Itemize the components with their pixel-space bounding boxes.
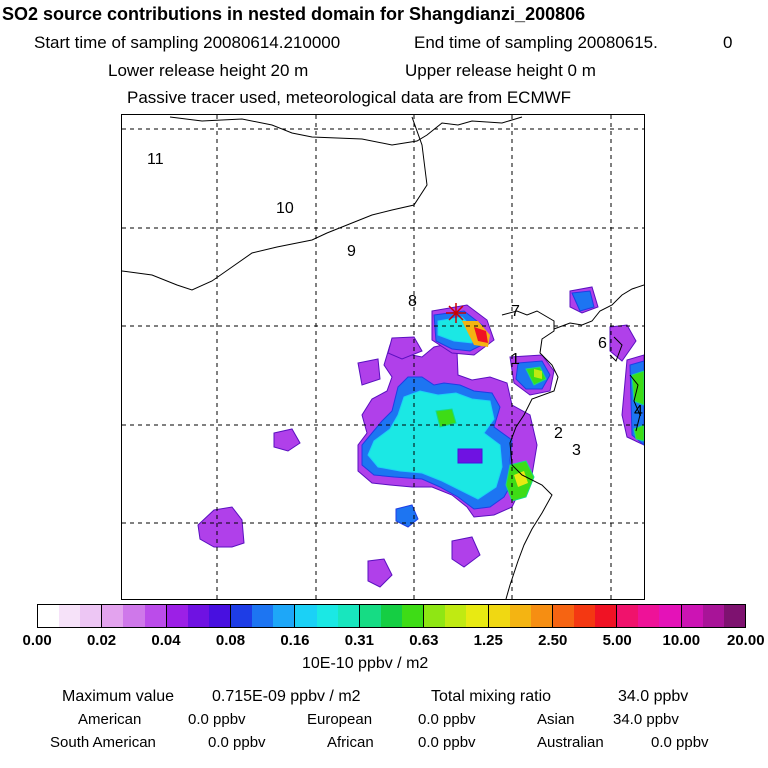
colorbar-segment [359,605,425,627]
colorbar-swatch [638,605,660,627]
map-label-6: 6 [598,335,607,352]
colorbar-swatch [402,605,424,627]
colorbar-tick-label: 0.08 [215,632,246,649]
map-label-8: 8 [408,293,417,310]
colorbar-tick-label: 1.25 [473,632,503,649]
concentration-plume [197,286,644,588]
colorbar-tick-label: 0.31 [344,632,374,649]
tracer-note: Passive tracer used, meteorological data… [127,88,572,107]
colorbar-segment [552,605,618,627]
map-label-7: 7 [511,303,520,320]
colorbar-swatch [102,605,124,627]
region-european-name: European [307,711,373,728]
upper-release-height: Upper release height 0 m [405,61,596,80]
colorbar-segment [681,605,745,627]
colorbar-tick-label: 0.04 [151,632,181,649]
colorbar-swatch [273,605,295,627]
colorbar-swatch [681,605,703,627]
end-time: End time of sampling 20080615. [414,33,658,52]
region-african-name: African [327,734,374,751]
colorbar-segment [102,605,167,627]
colorbar-swatch [380,605,403,627]
colorbar-swatch [509,605,531,627]
map-label-11: 11 [147,151,164,168]
coastline [122,116,644,599]
colorbar-swatch [359,605,381,627]
colorbar-tick-label: 2.50 [538,632,568,649]
colorbar-tick-label: 0.63 [409,632,439,649]
colorbar-swatch [208,605,231,627]
region-south-american-name: South American [50,734,156,751]
end-time-tail: 0 [723,33,733,52]
colorbar-swatch [80,605,102,627]
region-asian-value: 34.0 ppbv [613,711,679,728]
region-american-value: 0.0 ppbv [188,711,246,728]
colorbar-segment [38,605,103,627]
colorbar-tick-label: 20.00 [727,632,765,649]
region-european-value: 0.0 ppbv [418,711,476,728]
colorbar-swatch [723,605,745,627]
map-label-2: 2 [554,425,563,442]
colorbar-swatch [488,605,510,627]
start-time: Start time of sampling 20080614.210000 [34,33,341,52]
region-african-value: 0.0 ppbv [418,734,476,751]
colorbar-swatch [144,605,166,627]
colorbar-swatch [316,605,338,627]
colorbar [37,604,746,628]
colorbar-swatch [445,605,467,627]
colorbar-segment [295,605,360,627]
colorbar-swatch [187,605,209,627]
colorbar-tick-label: 10.00 [662,632,701,649]
receptor-site-marker [446,303,466,323]
colorbar-swatch [337,605,359,627]
colorbar-swatch [123,605,145,627]
region-asian-name: Asian [537,711,575,728]
total-mixing-label: Total mixing ratio [431,688,552,705]
lat-lon-grid [122,115,644,599]
colorbar-swatch [595,605,617,627]
colorbar-swatch [552,605,574,627]
colorbar-tick-label: 5.00 [602,632,632,649]
colorbar-swatch [530,605,552,627]
colorbar-swatch [702,605,724,627]
colorbar-swatch [617,605,639,627]
colorbar-segment [488,605,553,627]
region-australian-value: 0.0 ppbv [651,734,709,751]
colorbar-swatch [574,605,596,627]
lower-release-height: Lower release height 20 m [108,61,309,80]
region-australian-name: Australian [537,734,604,751]
colorbar-tick-label: 0.02 [86,632,117,649]
colorbar-swatch [231,605,253,627]
colorbar-swatch [166,605,188,627]
colorbar-tick-label: 0.16 [280,632,310,649]
colorbar-swatch [59,605,81,627]
colorbar-segment [231,605,296,627]
region-south-american-value: 0.0 ppbv [208,734,266,751]
map-canvas [122,115,644,599]
colorbar-swatch [659,605,681,627]
colorbar-segment [166,605,232,627]
map-label-3: 3 [572,442,581,459]
colorbar-unit: 10E-10 ppbv / m2 [302,655,429,672]
colorbar-segment [424,605,489,627]
colorbar-swatch [295,605,317,627]
map-title: SO2 source contributions in nested domai… [2,4,586,24]
map-label-4: 4 [634,403,643,420]
region-american-name: American [78,711,142,728]
colorbar-tick-label: 0.00 [22,632,52,649]
colorbar-swatch [424,605,446,627]
colorbar-swatch [252,605,274,627]
max-value-label: Maximum value [62,688,175,705]
map-label-10: 10 [276,200,294,217]
map-panel: 11 10 9 8 7 1 6 4 2 3 [121,114,645,600]
map-label-1: 1 [511,351,520,368]
colorbar-swatch [466,605,488,627]
map-label-9: 9 [347,243,356,260]
colorbar-swatch [38,605,60,627]
colorbar-segment [617,605,682,627]
total-mixing-value: 34.0 ppbv [618,688,689,705]
max-value: 0.715E-09 ppbv / m2 [212,688,361,705]
